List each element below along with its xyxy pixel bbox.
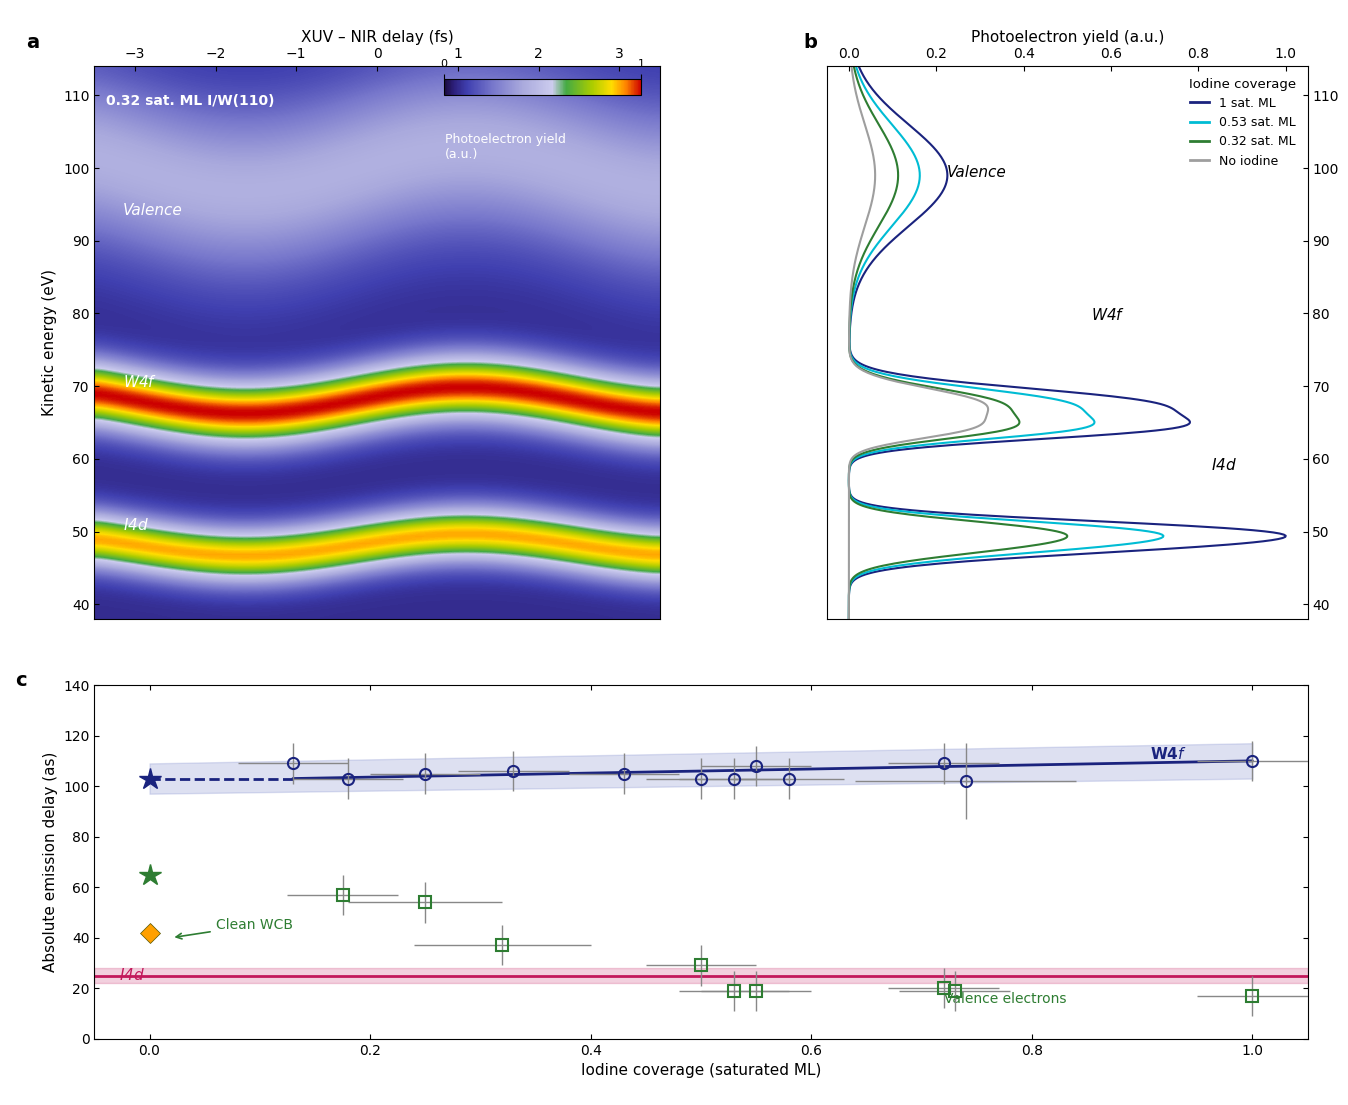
No iodine [845,73,861,86]
0.53 sat. ML [842,313,859,326]
Text: c: c [16,671,27,690]
No iodine [842,350,859,364]
0.32 sat. ML [841,313,857,326]
No iodine [841,347,857,360]
Text: Valence: Valence [948,165,1007,180]
X-axis label: Iodine coverage (saturated ML): Iodine coverage (saturated ML) [581,1063,821,1078]
0.32 sat. ML [845,60,861,73]
0.32 sat. ML [841,612,857,625]
Text: Photoelectron yield
(a.u.): Photoelectron yield (a.u.) [445,133,566,160]
X-axis label: XUV – NIR delay (fs): XUV – NIR delay (fs) [301,30,453,45]
X-axis label: Photoelectron yield (a.u.): Photoelectron yield (a.u.) [971,30,1163,45]
0.53 sat. ML [853,73,869,86]
1 sat. ML [841,612,857,625]
No iodine [841,313,857,326]
Line: 1 sat. ML: 1 sat. ML [849,66,1286,619]
Legend: 1 sat. ML, 0.53 sat. ML, 0.32 sat. ML, No iodine: 1 sat. ML, 0.53 sat. ML, 0.32 sat. ML, N… [1184,73,1301,172]
1 sat. ML [842,313,859,326]
Text: W4$f$: W4$f$ [123,373,156,390]
0.53 sat. ML [847,283,863,296]
Text: W4$f$: W4$f$ [1092,307,1126,324]
0.32 sat. ML [845,283,861,296]
1 sat. ML [844,350,860,364]
Text: Clean WCB: Clean WCB [177,918,293,939]
Text: I4$d$: I4$d$ [119,967,144,983]
0.32 sat. ML [841,347,857,360]
1 sat. ML [857,73,874,86]
Text: I4$d$: I4$d$ [123,517,148,534]
Text: 0.32 sat. ML I/W(110): 0.32 sat. ML I/W(110) [105,94,274,108]
Text: Valence electrons: Valence electrons [944,992,1066,1007]
No iodine [841,612,857,625]
Line: 0.53 sat. ML: 0.53 sat. ML [849,66,1163,619]
Y-axis label: Kinetic energy (eV): Kinetic energy (eV) [42,269,58,417]
0.53 sat. ML [841,612,857,625]
No iodine [867,159,883,172]
0.53 sat. ML [842,347,859,360]
Line: 0.32 sat. ML: 0.32 sat. ML [849,66,1068,619]
0.32 sat. ML [849,73,865,86]
0.32 sat. ML [842,350,859,364]
Text: b: b [803,33,817,52]
0.53 sat. ML [844,350,860,364]
1 sat. ML [851,60,867,73]
0.53 sat. ML [910,159,926,172]
1 sat. ML [842,347,859,360]
Line: No iodine: No iodine [849,66,988,619]
Text: I4$d$: I4$d$ [1212,456,1237,473]
Text: Valence: Valence [123,203,182,219]
Y-axis label: Absolute emission delay (as): Absolute emission delay (as) [43,751,58,972]
0.53 sat. ML [848,60,864,73]
1 sat. ML [938,159,954,172]
1 sat. ML [849,283,865,296]
Text: W4$f$: W4$f$ [1150,746,1186,762]
0.32 sat. ML [890,159,906,172]
No iodine [842,283,859,296]
No iodine [844,60,860,73]
Text: a: a [27,33,39,52]
